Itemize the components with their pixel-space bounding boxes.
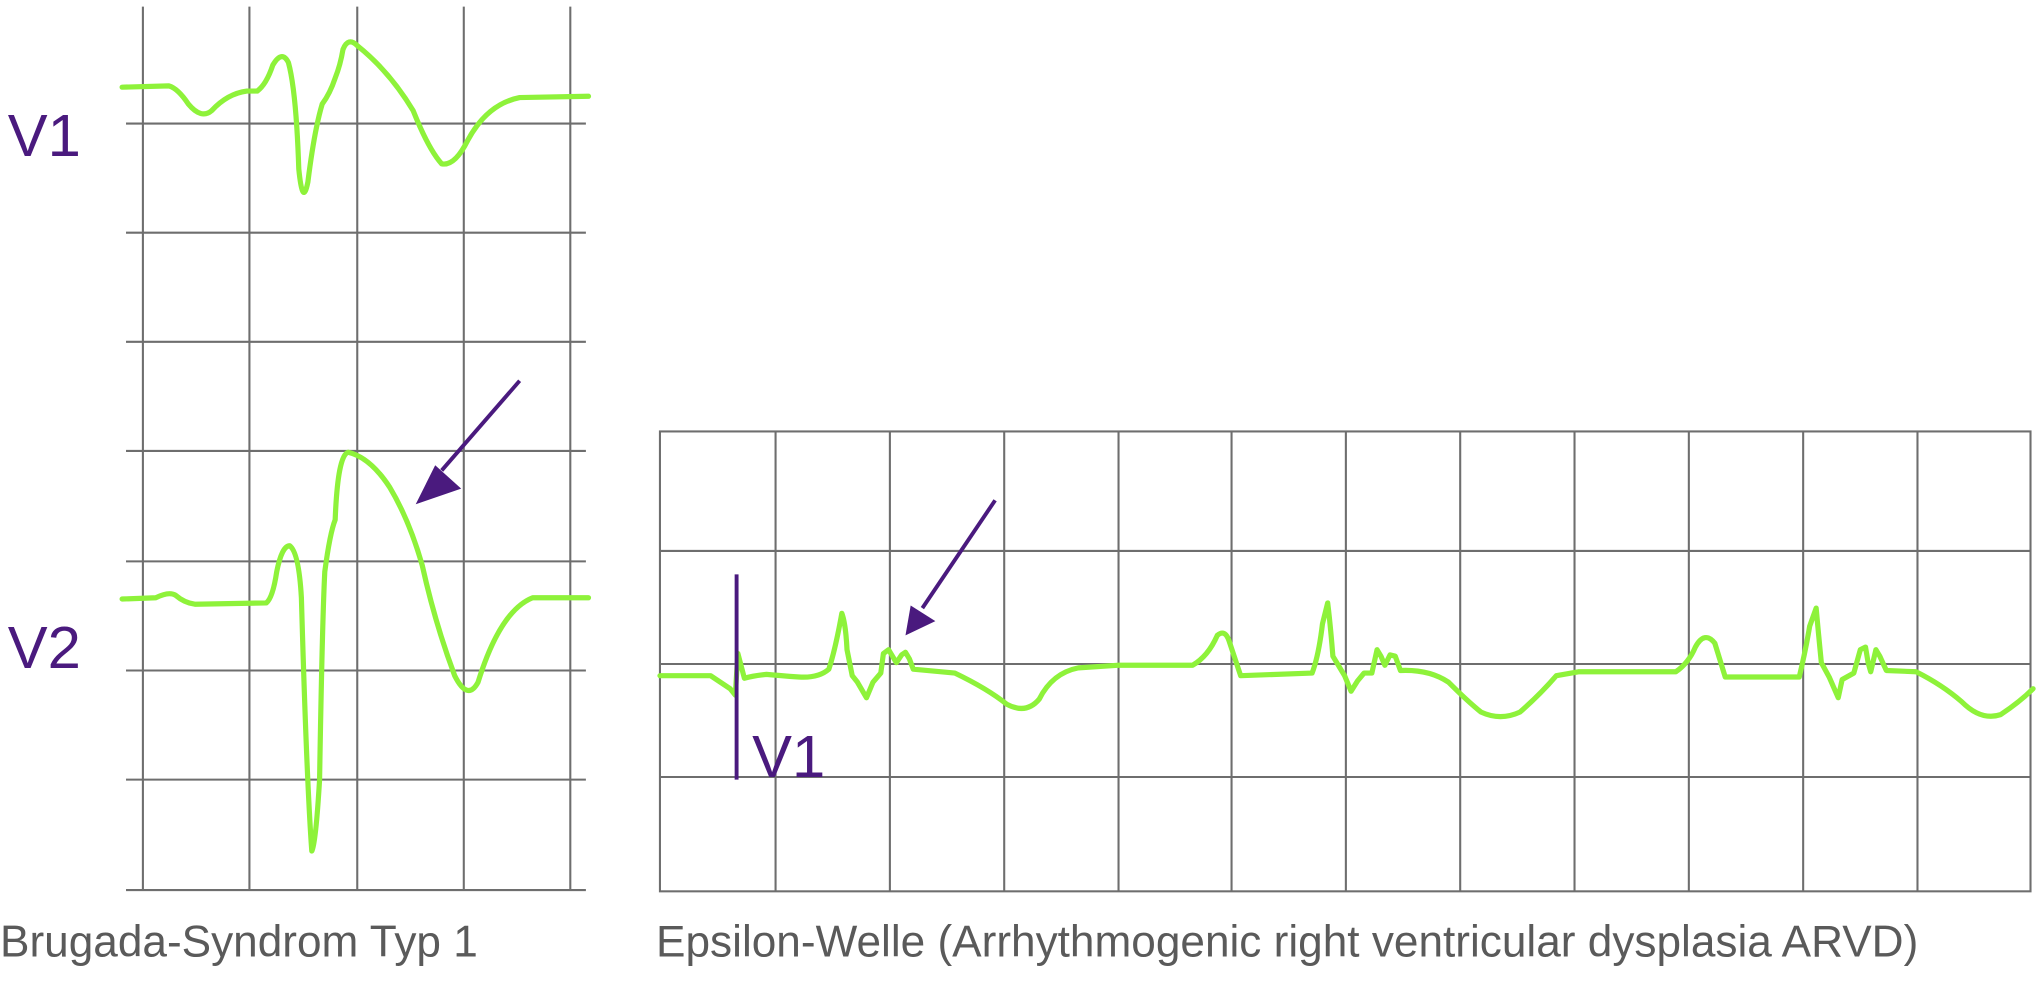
v1-trace [119,39,592,195]
left-grid [126,6,586,892]
arrow [905,499,997,636]
lead-label: V1 [8,102,81,169]
right-grid [658,430,2032,893]
caption: Brugada-Syndrom Typ 1 [0,917,478,966]
v2-trace [119,449,592,854]
arrow [415,379,522,505]
lead-label: V2 [8,614,81,681]
lead-label: V1 [752,723,825,790]
epsilon-trace [657,600,2036,720]
caption: Epsilon-Welle (Arrhythmogenic right vent… [656,917,1918,966]
